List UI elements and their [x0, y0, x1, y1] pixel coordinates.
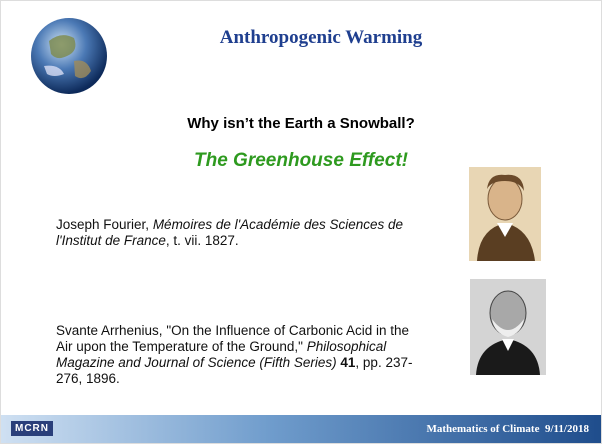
citation-volume: 41 [340, 355, 355, 370]
arrhenius-portrait [470, 279, 546, 375]
citation-rest: , t. vii. 1827. [166, 233, 239, 248]
slide-title: Anthropogenic Warming [161, 27, 481, 49]
question: Why isn’t the Earth a Snowball? [1, 115, 601, 132]
citation: Joseph Fourier, Mémoires de l'Académie d… [56, 217, 416, 249]
citation-author: Joseph Fourier, [56, 217, 153, 232]
globe-image [29, 16, 109, 96]
footer-date: 9/11/2018 [545, 423, 589, 435]
footer-bar: MCRN Mathematics of Climate 9/11/2018 [1, 415, 601, 443]
fourier-portrait [469, 167, 541, 261]
footer-text: Mathematics of Climate 9/11/2018 [426, 423, 589, 435]
footer-logo: MCRN [11, 421, 53, 436]
slide: Anthropogenic Warming Why isn’t the Eart… [0, 0, 602, 444]
footer-title: Mathematics of Climate [426, 423, 539, 435]
citation: Svante Arrhenius, "On the Influence of C… [56, 323, 416, 387]
